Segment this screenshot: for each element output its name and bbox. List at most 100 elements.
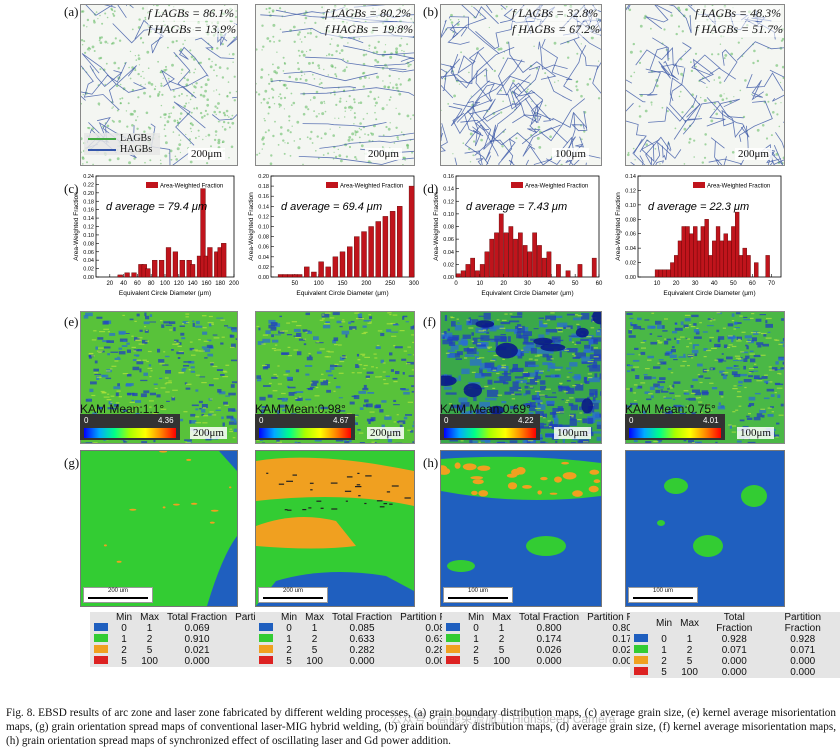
- histogram-bar: [158, 259, 165, 278]
- histogram-bar: [396, 206, 403, 278]
- grain-size-histogram: 0.00 0.02 0.04 0.06 0.08 0.10 0.12 0.14 0.16 0.18…: [248, 174, 420, 297]
- gos-color-swatch: [446, 634, 460, 642]
- table-cell: 2: [121, 645, 127, 656]
- histogram-bar: [591, 257, 597, 278]
- y-tick-label: 0.08: [443, 225, 454, 231]
- table-row: 2 5 0.026 0.026: [442, 645, 667, 656]
- swatch-header: [630, 612, 652, 634]
- table-cell: 1: [661, 645, 667, 656]
- table-header: Total Fraction: [167, 612, 228, 623]
- histogram-bar: [470, 257, 476, 278]
- gos-color-swatch: [634, 645, 648, 653]
- gb-legend: LAGBs HAGBs: [84, 133, 160, 155]
- table-header: Min: [281, 612, 298, 623]
- table-row: 1 2 0.071 0.071: [630, 645, 840, 656]
- scale-bar: 100 um: [628, 587, 698, 603]
- histogram-bar: [292, 274, 298, 278]
- table-cell: 0.800: [536, 623, 562, 634]
- x-tick-label: 160: [201, 281, 212, 287]
- histogram-bar: [731, 226, 736, 278]
- x-tick-label: 180: [215, 281, 226, 287]
- table-header: Max: [492, 612, 512, 623]
- histogram-bar: [152, 259, 158, 278]
- table-header: Min: [656, 617, 673, 629]
- hagb-fraction: f HAGBs = 51.7%: [695, 22, 784, 37]
- kam-mean-label: KAM Mean:0.98°: [255, 402, 346, 416]
- plot-frame: [95, 175, 235, 278]
- table-header: Max: [680, 617, 700, 629]
- table-cell: 0.174: [536, 634, 562, 645]
- table-row: 2 5 0.000 0.000: [630, 656, 840, 667]
- histogram-bar: [666, 269, 671, 278]
- histogram-bar: [734, 211, 740, 278]
- histogram-bar: [460, 270, 466, 278]
- histogram-bar: [522, 245, 528, 278]
- grain-size-histogram: 0.00 0.02 0.04 0.06 0.08 0.10 0.12 0.14 10 20 30 40…: [615, 174, 782, 297]
- y-tick-label: 0.12: [258, 214, 269, 220]
- colorbar-min: 0: [629, 416, 634, 425]
- table-cell: 2: [311, 634, 318, 645]
- histogram-bar: [325, 266, 331, 278]
- table-cell: 0.021: [184, 645, 210, 656]
- x-tick-label: 150: [337, 281, 348, 287]
- legend-swatch: [693, 182, 705, 188]
- gos-color-swatch: [94, 634, 108, 642]
- y-tick-label: 0.00: [443, 275, 454, 281]
- kam-colorbar: [259, 428, 351, 438]
- histogram-bar: [532, 232, 538, 278]
- histogram-bar: [674, 255, 679, 278]
- colorbar-min: 0: [444, 416, 449, 425]
- x-tick-label: 50: [572, 281, 579, 287]
- y-tick-label: 0.02: [443, 262, 454, 268]
- x-axis-label: Equivalent Circle Diameter (μm): [296, 290, 388, 297]
- histogram-bar: [354, 236, 360, 278]
- hagb-legend-label: HAGBs: [120, 144, 153, 155]
- histogram-bar: [282, 274, 288, 278]
- scale-bar-label: 100 um: [467, 588, 488, 594]
- gos-color-swatch: [94, 656, 108, 664]
- histogram-bar: [172, 251, 179, 278]
- histogram-bar: [503, 232, 509, 278]
- histogram-bar: [693, 226, 698, 278]
- figure-caption: Fig. 8. EBSD results of arc zone and las…: [6, 707, 836, 747]
- kam-mean-label: KAM Mean:1.1°: [80, 402, 165, 416]
- table-cell: 0: [286, 623, 292, 634]
- table-cell: 0: [121, 623, 127, 634]
- colorbar-max: 4.01: [703, 416, 719, 425]
- y-axis-label: Area-Weighted Fraction: [433, 192, 440, 261]
- histogram-bar: [742, 247, 747, 278]
- gos-regions: [441, 456, 601, 572]
- gos-color-swatch: [259, 645, 273, 653]
- y-tick-label: 0.04: [258, 255, 269, 261]
- gos-color-swatch: [634, 667, 648, 675]
- watermark: 公众号 · 高能束流加工 Highspeed Camera: [390, 712, 616, 726]
- table-cell: 5: [498, 645, 505, 656]
- table-cell: 2: [146, 634, 153, 645]
- table-cell: 0.026: [612, 645, 638, 656]
- histogram-bar: [311, 271, 317, 278]
- y-axis-label: Area-Weighted Fraction: [248, 192, 255, 261]
- table-row: 0 1 0.085 0.085: [255, 623, 480, 634]
- histogram-bar: [332, 256, 339, 278]
- table-cell: 0.000: [790, 656, 816, 667]
- histogram-bar: [513, 238, 518, 278]
- x-tick-label: 60: [134, 281, 141, 287]
- y-tick-label: 0.20: [83, 191, 94, 197]
- y-tick-label: 0.06: [83, 250, 94, 256]
- histogram-bar: [541, 257, 547, 278]
- colorbar-max: 4.36: [158, 416, 174, 425]
- table-cell: 100: [681, 667, 698, 678]
- gos-map: [80, 450, 238, 607]
- scale-bar-line: [633, 597, 693, 599]
- scale-bar-label: 200 um: [282, 588, 303, 594]
- table-cell: 0.282: [425, 645, 451, 656]
- y-tick-label: 0.14: [443, 187, 454, 193]
- table-cell: 0.000: [349, 656, 375, 667]
- histogram-bar: [662, 269, 667, 278]
- x-tick-label: 120: [174, 281, 185, 287]
- table-header: Min: [116, 612, 133, 623]
- scale-bar-label: 200μm: [367, 427, 404, 439]
- y-tick-label: 0.08: [258, 235, 269, 241]
- y-tick-label: 0.14: [83, 216, 94, 222]
- gos-color-swatch: [634, 634, 648, 642]
